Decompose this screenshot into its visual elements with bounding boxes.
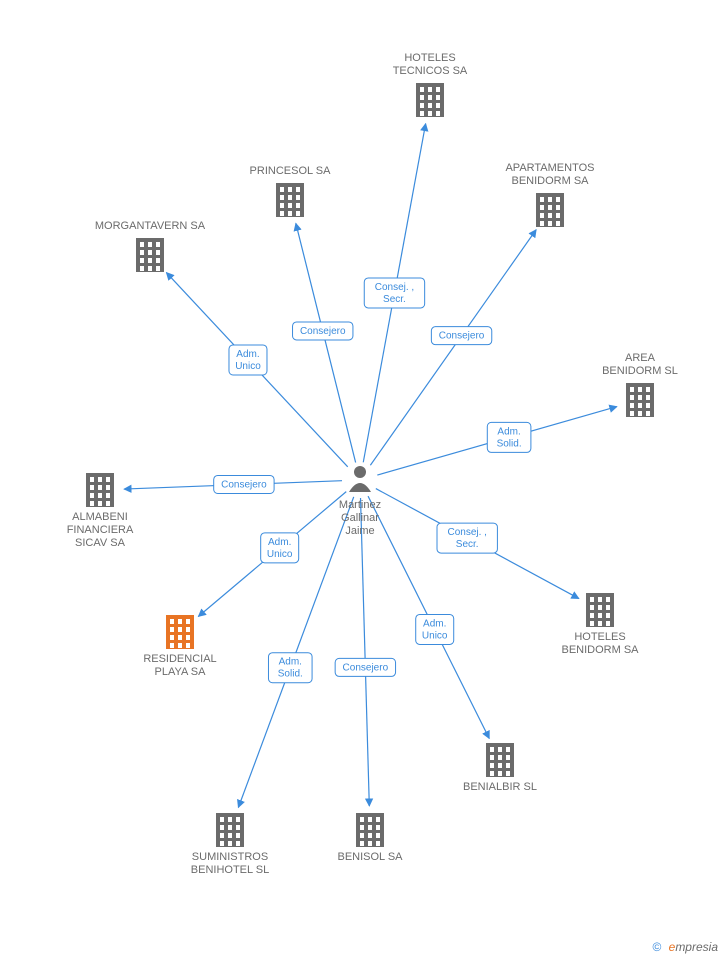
edge-tag-text: Secr. bbox=[383, 294, 406, 305]
svg-text:HOTELES: HOTELES bbox=[574, 631, 625, 643]
svg-text:BENISOL SA: BENISOL SA bbox=[337, 851, 403, 863]
svg-text:Gallinar: Gallinar bbox=[341, 512, 379, 524]
svg-text:HOTELES: HOTELES bbox=[404, 52, 455, 64]
edge-tag-text: Adm. bbox=[423, 618, 446, 629]
brand-rest: mpresia bbox=[675, 940, 718, 954]
svg-text:AREA: AREA bbox=[625, 352, 656, 364]
company-label: HOTELESBENIDORM SA bbox=[561, 631, 639, 656]
edge-tag-text: Adm. bbox=[279, 657, 302, 668]
svg-text:BENIDORM SL: BENIDORM SL bbox=[602, 365, 678, 377]
building-icon bbox=[86, 473, 114, 507]
company-label: MORGANTAVERN SA bbox=[95, 220, 206, 232]
building-icon bbox=[276, 183, 304, 217]
svg-text:BENIDORM SA: BENIDORM SA bbox=[561, 644, 639, 656]
edge-tag-text: Consejero bbox=[300, 326, 346, 337]
company-label: HOTELESTECNICOS SA bbox=[393, 52, 468, 77]
building-icon bbox=[136, 238, 164, 272]
edge-tag-text: Unico bbox=[422, 630, 448, 641]
svg-text:MORGANTAVERN SA: MORGANTAVERN SA bbox=[95, 220, 206, 232]
center-label: MartinezGallinarJaime bbox=[339, 499, 381, 537]
company-label: APARTAMENTOSBENIDORM SA bbox=[505, 162, 594, 187]
edge-tag-text: Solid. bbox=[497, 438, 522, 449]
edge-tag-text: Unico bbox=[235, 361, 261, 372]
nodes-layer: MartinezGallinarJaimeHOTELESTECNICOS SAP… bbox=[67, 52, 678, 876]
company-label: RESIDENCIALPLAYA SA bbox=[143, 653, 216, 678]
company-label: AREABENIDORM SL bbox=[602, 352, 678, 377]
svg-text:PRINCESOL SA: PRINCESOL SA bbox=[250, 165, 332, 177]
edge-tag-text: Adm. bbox=[236, 349, 259, 360]
svg-text:PLAYA SA: PLAYA SA bbox=[155, 666, 207, 678]
building-icon bbox=[416, 83, 444, 117]
edge-tag-text: Adm. bbox=[268, 537, 291, 548]
edge-tag-text: Solid. bbox=[278, 669, 303, 680]
company-label: PRINCESOL SA bbox=[250, 165, 332, 177]
building-icon bbox=[626, 383, 654, 417]
edge-tag-text: Adm. bbox=[497, 426, 520, 437]
edge-tag-text: Consejero bbox=[221, 479, 267, 490]
building-icon bbox=[586, 593, 614, 627]
svg-text:ALMABENI: ALMABENI bbox=[72, 511, 128, 523]
building-icon bbox=[356, 813, 384, 847]
svg-text:RESIDENCIAL: RESIDENCIAL bbox=[143, 653, 216, 665]
company-label: SUMINISTROSBENIHOTEL SL bbox=[191, 851, 269, 876]
building-icon bbox=[166, 615, 194, 649]
network-diagram: Consej. ,Secr.ConsejeroConsejeroAdm.Unic… bbox=[0, 0, 728, 960]
edge-tag-text: Consej. , bbox=[375, 282, 414, 293]
edge-tag-text: Consejero bbox=[343, 662, 389, 673]
svg-text:SUMINISTROS: SUMINISTROS bbox=[192, 851, 268, 863]
edge-tag-text: Consejero bbox=[439, 331, 485, 342]
svg-text:TECNICOS SA: TECNICOS SA bbox=[393, 65, 468, 77]
svg-text:BENIALBIR SL: BENIALBIR SL bbox=[463, 781, 537, 793]
edge-tag-text: Unico bbox=[267, 549, 293, 560]
company-label: BENIALBIR SL bbox=[463, 781, 537, 793]
watermark: © empresia bbox=[652, 940, 718, 954]
svg-text:Martinez: Martinez bbox=[339, 499, 381, 511]
svg-text:Jaime: Jaime bbox=[345, 525, 374, 537]
edge-tag-text: Secr. bbox=[456, 539, 479, 550]
company-label: ALMABENIFINANCIERASICAV SA bbox=[67, 511, 134, 549]
building-icon bbox=[216, 813, 244, 847]
edge bbox=[361, 498, 370, 806]
edge-tag-text: Consej. , bbox=[447, 527, 486, 538]
copyright-symbol: © bbox=[652, 940, 661, 954]
building-icon bbox=[536, 193, 564, 227]
edge bbox=[296, 223, 356, 462]
building-icon bbox=[486, 743, 514, 777]
svg-text:SICAV SA: SICAV SA bbox=[75, 537, 126, 549]
company-label: BENISOL SA bbox=[337, 851, 403, 863]
person-icon bbox=[349, 466, 371, 492]
svg-text:FINANCIERA: FINANCIERA bbox=[67, 524, 134, 536]
svg-text:BENIDORM SA: BENIDORM SA bbox=[511, 175, 589, 187]
svg-text:BENIHOTEL SL: BENIHOTEL SL bbox=[191, 864, 269, 876]
svg-text:APARTAMENTOS: APARTAMENTOS bbox=[505, 162, 594, 174]
